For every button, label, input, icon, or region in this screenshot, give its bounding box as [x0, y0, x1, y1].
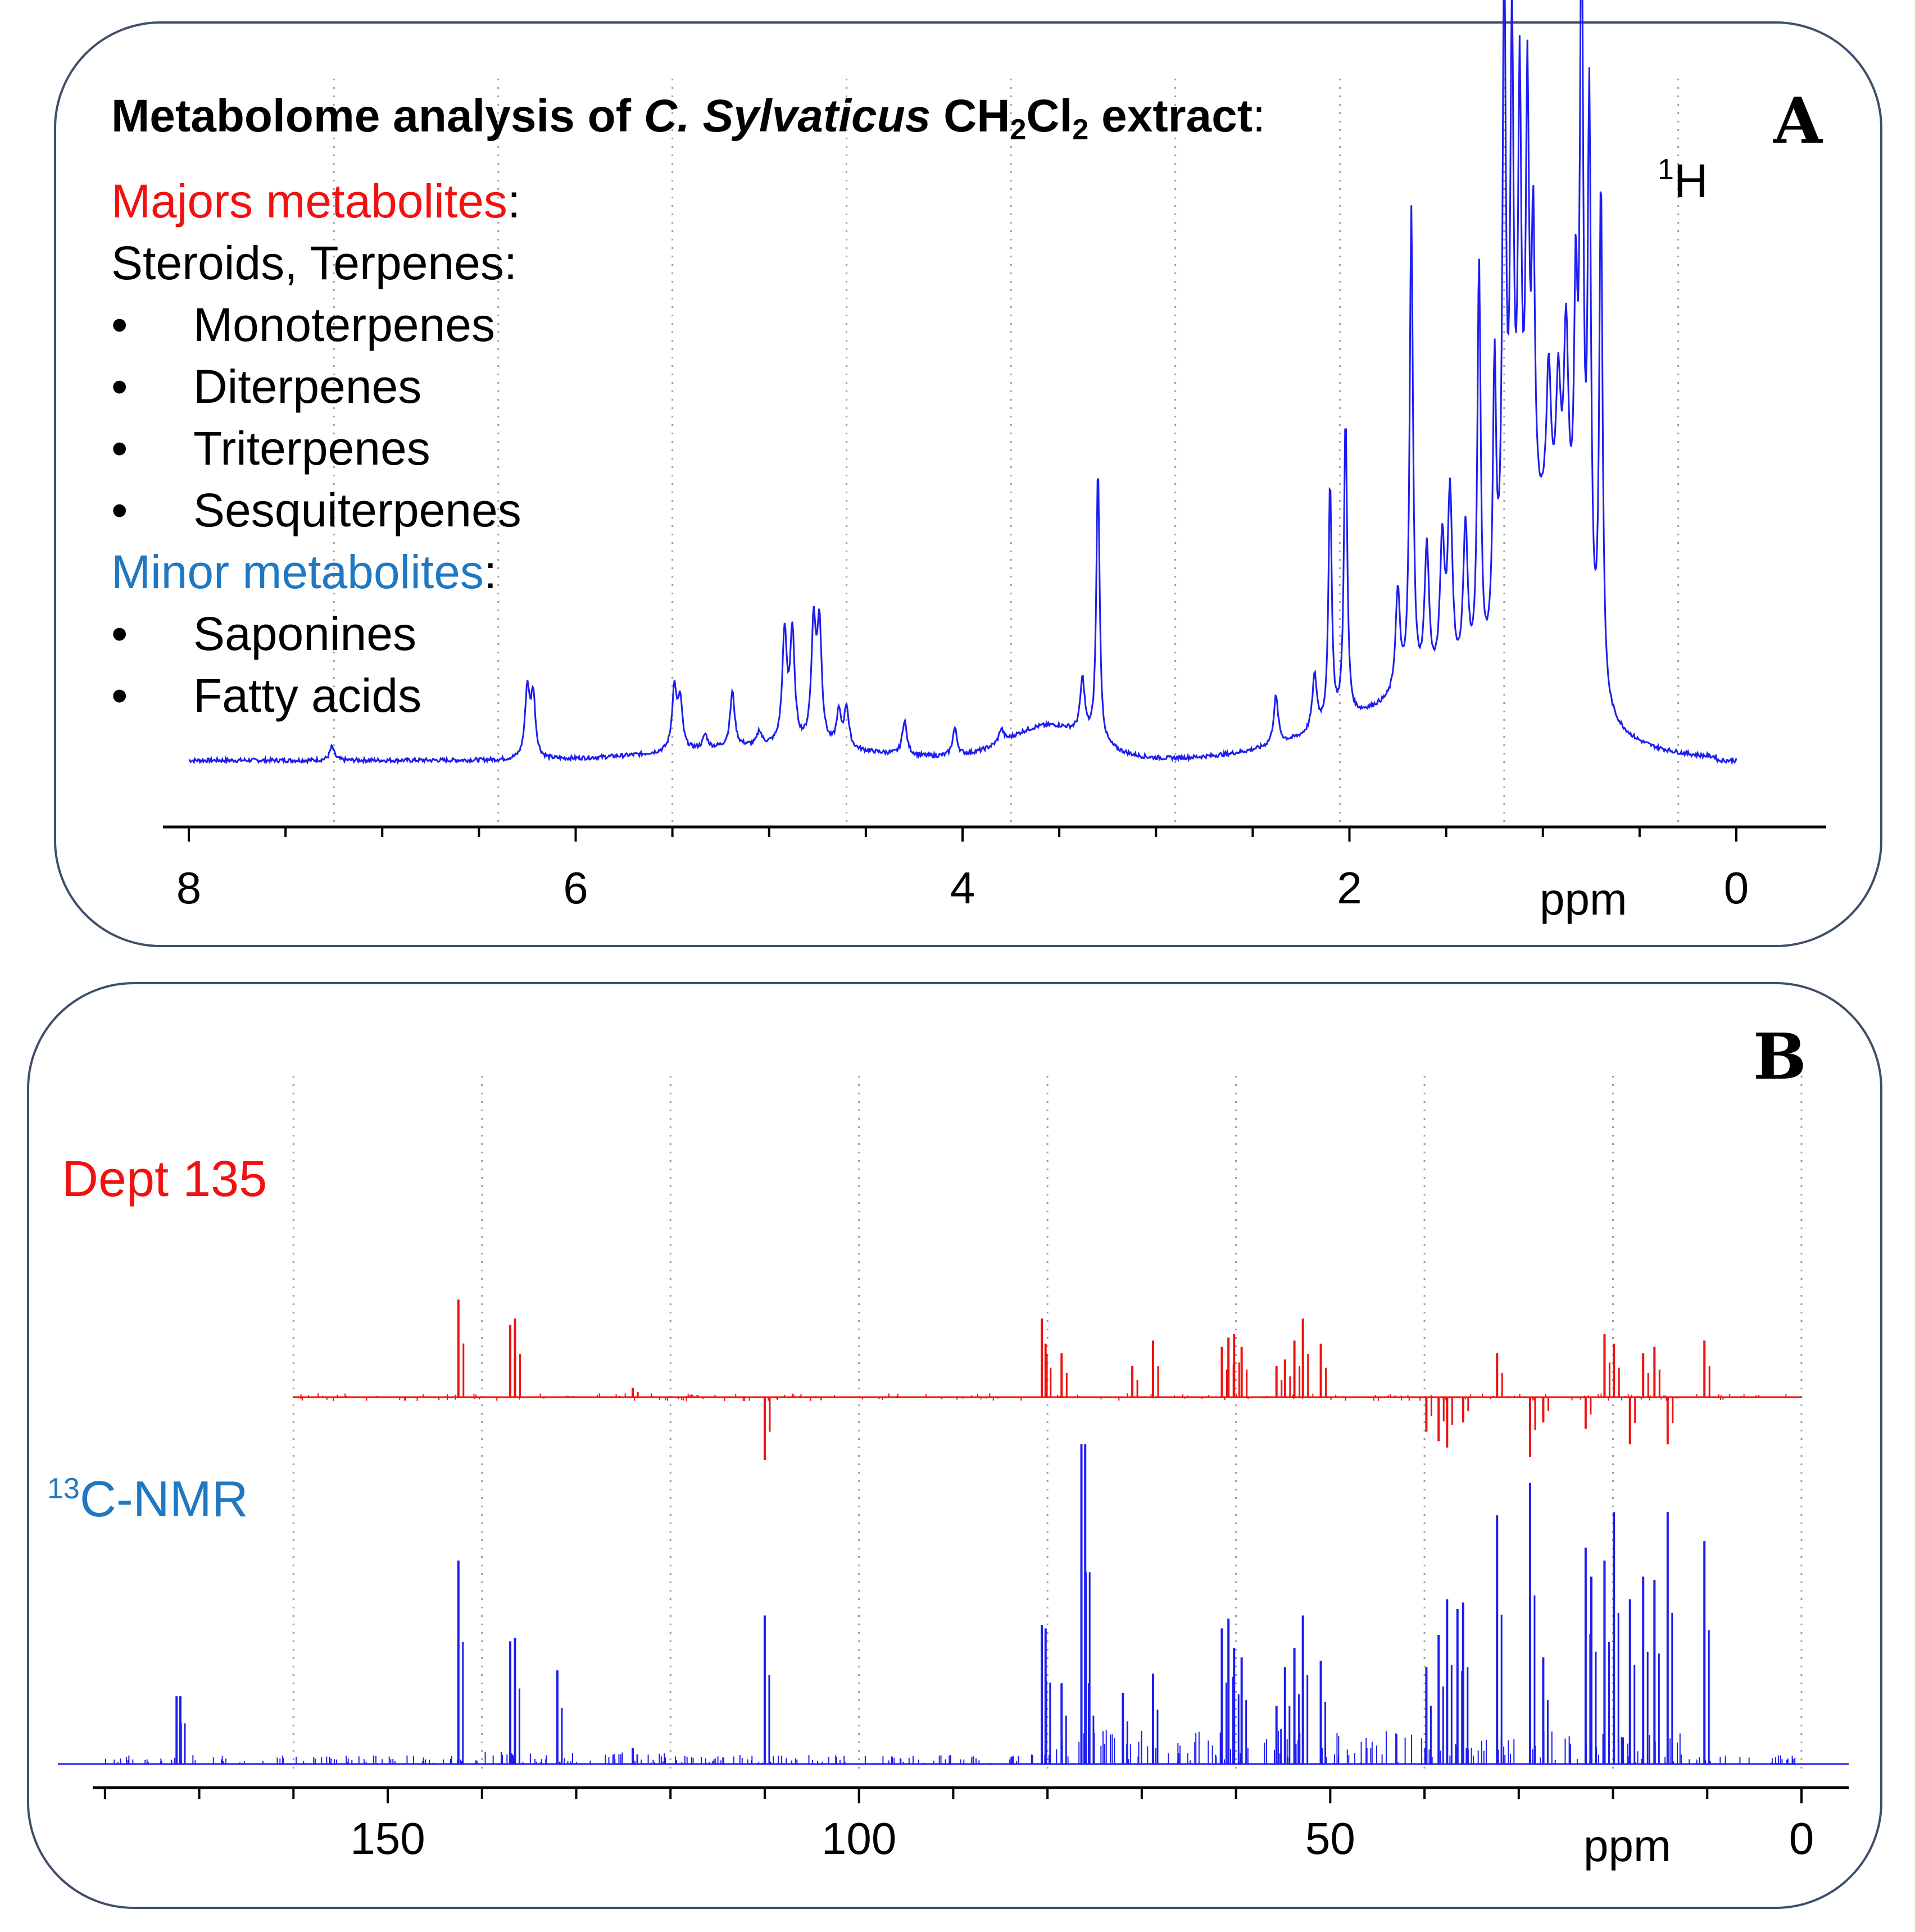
x-tick-label-b: 100 — [822, 1813, 896, 1863]
list-item-label: Fatty acids — [193, 669, 422, 722]
list-item: • Saponines — [111, 607, 416, 661]
x-tick-label-a: 6 — [563, 863, 588, 913]
title-prefix: Metabolome analysis of — [111, 90, 644, 142]
title-suffix: extract — [1088, 90, 1253, 142]
minors-heading: Minor metabolites: — [111, 545, 497, 599]
bullet-icon: • — [111, 422, 128, 475]
title-colon: : — [1253, 90, 1265, 142]
list-item: • Monoterpenes — [111, 298, 495, 352]
title-sub-1: 2 — [1010, 113, 1027, 146]
title-species: C. Sylvaticus — [643, 90, 931, 142]
x-tick-label-a: 0 — [1724, 863, 1749, 913]
x-tick-label-b: 150 — [350, 1813, 425, 1863]
list-item-label: Sesquiterpenes — [193, 484, 521, 537]
title-cpd-1: CH — [931, 90, 1010, 142]
list-item: • Diterpenes — [111, 360, 421, 414]
panel-a-letter: A — [1773, 84, 1822, 158]
nucleus-mass: 1 — [1658, 153, 1674, 186]
x-tick-label-a: 4 — [950, 863, 975, 913]
h1-spectrum-line — [188, 0, 1737, 766]
nucleus-symbol: H — [1673, 154, 1708, 207]
x-axis-unit-a: ppm — [1540, 874, 1627, 924]
bullet-icon: • — [111, 360, 128, 413]
minors-colon: : — [483, 545, 497, 598]
nucleus-label: 1H — [1658, 153, 1708, 208]
panel-a-frame — [54, 21, 1882, 947]
bullet-icon: • — [111, 484, 128, 537]
list-item-label: Diterpenes — [193, 360, 422, 413]
bullet-icon: • — [111, 607, 128, 660]
x-axis-unit-b: ppm — [1583, 1821, 1671, 1871]
c13-text: C-NMR — [79, 1471, 248, 1528]
majors-colon: : — [507, 175, 521, 228]
panel-b-letter: B — [1753, 1020, 1807, 1094]
x-tick-label-a: 2 — [1337, 863, 1362, 913]
list-item-label: Monoterpenes — [193, 298, 496, 351]
majors-heading: Majors metabolites: — [111, 174, 520, 229]
panel-b-frame — [27, 982, 1882, 1909]
c13-label: 13C-NMR — [47, 1471, 248, 1529]
dept-label: Dept 135 — [62, 1151, 267, 1207]
minors-label: Minor metabolites — [111, 545, 484, 598]
list-item-label: Triterpenes — [193, 422, 430, 475]
x-tick-label-b: 50 — [1305, 1813, 1355, 1863]
panel-a-title: Metabolome analysis of C. Sylvaticus CH2… — [111, 90, 1265, 147]
title-cpd-2: Cl — [1026, 90, 1073, 142]
list-item-label: Saponines — [193, 607, 416, 660]
bullet-icon: • — [111, 298, 128, 351]
x-tick-label-b: 0 — [1789, 1813, 1814, 1863]
list-item: • Fatty acids — [111, 669, 421, 723]
list-item: • Triterpenes — [111, 421, 430, 476]
title-sub-2: 2 — [1072, 113, 1089, 146]
c13-mass: 13 — [47, 1472, 80, 1505]
majors-label: Majors metabolites — [111, 175, 507, 228]
list-item: • Sesquiterpenes — [111, 483, 521, 538]
majors-classes: Steroids, Terpenes: — [111, 237, 518, 289]
bullet-icon: • — [111, 669, 128, 722]
x-tick-label-a: 8 — [176, 863, 202, 913]
